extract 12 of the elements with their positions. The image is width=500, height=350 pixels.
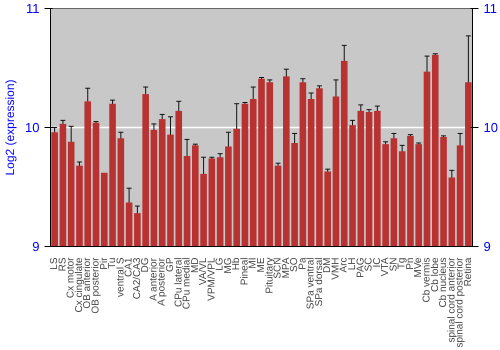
- x-tick-label: Pituitary: [264, 258, 276, 294]
- x-tick-label: Tg: [396, 258, 408, 270]
- y-tick-label: 11: [26, 1, 40, 16]
- y-axis-title: Log2 (expression): [3, 79, 18, 176]
- y-tick-label: 10: [25, 120, 40, 135]
- y-tick-label: 9: [32, 239, 40, 254]
- x-tick-label: ME: [256, 257, 267, 272]
- x-tick-label: RS: [57, 257, 68, 272]
- x-tick-label: OB posterior: [90, 256, 102, 314]
- y2-tick-label: 9: [484, 239, 491, 254]
- y2-tick-label: 11: [484, 1, 497, 16]
- y2-tick-label: 10: [484, 120, 498, 135]
